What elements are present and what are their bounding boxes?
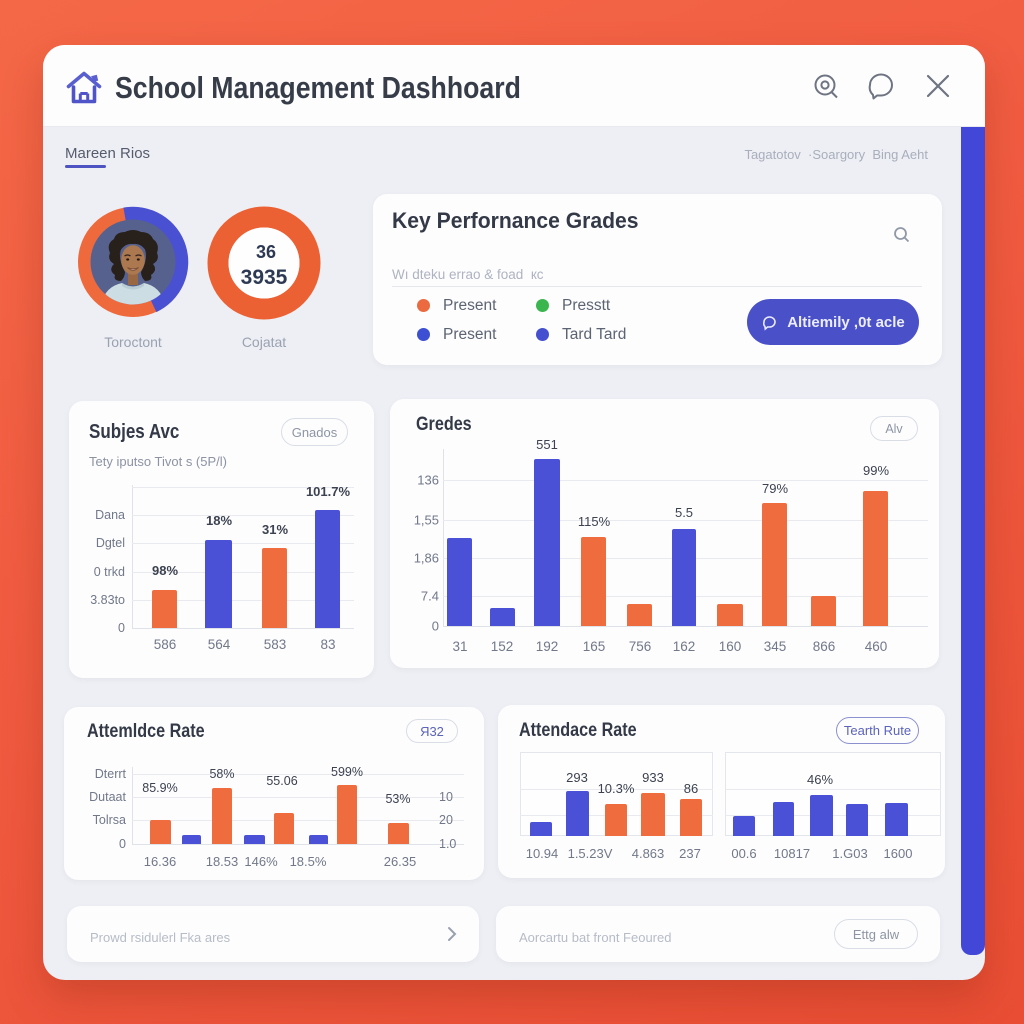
svg-text:3935: 3935 [241, 266, 288, 289]
svg-text:36: 36 [256, 242, 276, 262]
